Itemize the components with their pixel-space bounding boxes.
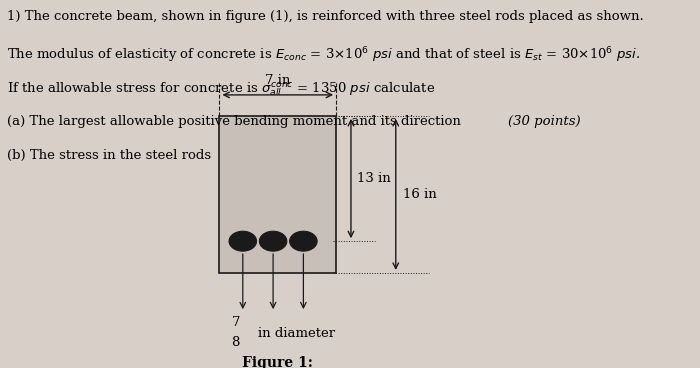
Text: (b) The stress in the steel rods: (b) The stress in the steel rods xyxy=(8,149,211,162)
Text: Figure 1:: Figure 1: xyxy=(242,356,313,368)
Ellipse shape xyxy=(290,231,317,251)
Bar xyxy=(220,116,336,273)
Text: (30 points): (30 points) xyxy=(508,114,581,127)
Text: in diameter: in diameter xyxy=(258,327,335,340)
Text: 8: 8 xyxy=(232,336,240,349)
Text: 1) The concrete beam, shown in figure (1), is reinforced with three steel rods p: 1) The concrete beam, shown in figure (1… xyxy=(8,10,644,24)
Text: 13 in: 13 in xyxy=(357,172,391,185)
Ellipse shape xyxy=(260,231,287,251)
Text: 7: 7 xyxy=(232,316,240,329)
Text: 16 in: 16 in xyxy=(403,188,437,201)
Text: If the allowable stress for concrete is $\sigma^{conc}_{all}$ = 1350 $psi$ calcu: If the allowable stress for concrete is … xyxy=(8,80,435,98)
Text: (a) The largest allowable positive bending moment and its direction: (a) The largest allowable positive bendi… xyxy=(8,114,461,127)
Text: The modulus of elasticity of concrete is $E_{conc}$ = 3$\times$10$^6$ $psi$ and : The modulus of elasticity of concrete is… xyxy=(8,45,641,65)
Ellipse shape xyxy=(229,231,256,251)
Text: 7 in: 7 in xyxy=(265,74,290,87)
